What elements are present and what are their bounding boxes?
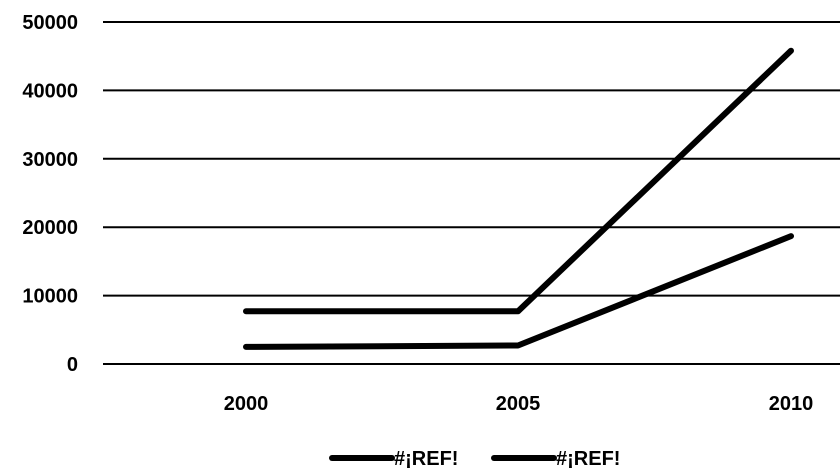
legend: #¡REF! #¡REF!	[329, 448, 620, 468]
y-tick-label: 40000	[22, 80, 78, 102]
gridlines	[103, 21, 840, 365]
y-tick-label: 0	[67, 354, 78, 376]
x-tick-label: 2000	[224, 393, 269, 415]
series-line-2	[243, 233, 794, 350]
series-lines	[243, 47, 794, 350]
legend-label: #¡REF!	[556, 448, 620, 468]
y-tick-label: 20000	[22, 217, 78, 239]
y-axis-tick-labels: 0 10000 20000 30000 40000 50000	[22, 12, 78, 376]
x-axis-tick-labels: 2000 2005 2010	[224, 393, 814, 415]
y-tick-label: 30000	[22, 149, 78, 171]
y-tick-label: 50000	[22, 12, 78, 34]
x-tick-label: 2005	[496, 393, 541, 415]
x-tick-label: 2010	[769, 393, 814, 415]
legend-label: #¡REF!	[394, 448, 458, 468]
y-tick-label: 10000	[22, 286, 78, 308]
